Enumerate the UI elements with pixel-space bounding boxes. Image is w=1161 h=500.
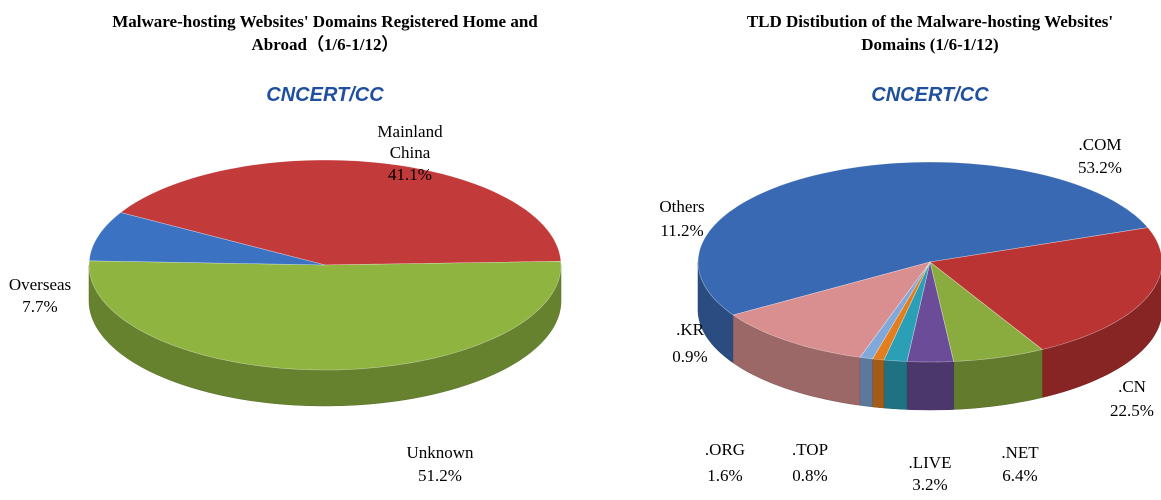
slice-label: .CN xyxy=(1118,377,1146,396)
slice-value-label: 41.1% xyxy=(388,165,432,184)
slice xyxy=(929,261,1043,362)
logo: CNCERT/CC xyxy=(871,84,989,106)
slice-label: Unknown xyxy=(406,443,474,462)
slice xyxy=(732,261,931,358)
slice-value-label: 51.2% xyxy=(418,466,462,485)
slice-label: Overseas xyxy=(9,275,71,294)
pie-tops xyxy=(697,161,1161,363)
slice-side xyxy=(906,361,954,411)
pie-chart: Malware-hosting Websites' Domains Regist… xyxy=(9,12,562,485)
slice-label: Others xyxy=(659,197,704,216)
slice-value-label: 1.6% xyxy=(707,466,742,485)
slice xyxy=(119,159,562,266)
chart-title: Malware-hosting Websites' Domains Regist… xyxy=(112,12,538,54)
slice-label: .LIVE xyxy=(909,453,952,472)
slice xyxy=(697,161,1149,316)
slice xyxy=(929,227,1161,350)
slice-label: .NET xyxy=(1001,443,1039,462)
slice-value-label: 22.5% xyxy=(1110,401,1154,420)
slice-value-label: 7.7% xyxy=(22,297,57,316)
slice-label: .TOP xyxy=(792,440,828,459)
slice-side xyxy=(859,357,873,408)
slice-value-label: 3.2% xyxy=(912,475,947,494)
slice-value-label: 6.4% xyxy=(1002,466,1037,485)
slice-side xyxy=(872,358,885,409)
slice-value-label: 53.2% xyxy=(1078,158,1122,177)
slice-value-label: 11.2% xyxy=(660,221,703,240)
slice-value-label: 0.8% xyxy=(792,466,827,485)
slice xyxy=(88,212,326,266)
chart-title: TLD Distibution of the Malware-hosting W… xyxy=(747,12,1113,54)
slice-label: .KR xyxy=(676,320,705,339)
slice xyxy=(906,261,954,363)
slice xyxy=(88,260,562,371)
slice-label: .COM xyxy=(1079,135,1122,154)
slice-value-label: 0.9% xyxy=(672,347,707,366)
slice-side xyxy=(883,359,908,410)
slice-label: .ORG xyxy=(705,440,745,459)
pie-sides xyxy=(697,261,1161,411)
logo: CNCERT/CC xyxy=(266,84,384,106)
pie-chart: TLD Distibution of the Malware-hosting W… xyxy=(659,12,1161,494)
slice-label: Mainland China xyxy=(377,122,443,162)
pie-tops xyxy=(88,159,562,371)
